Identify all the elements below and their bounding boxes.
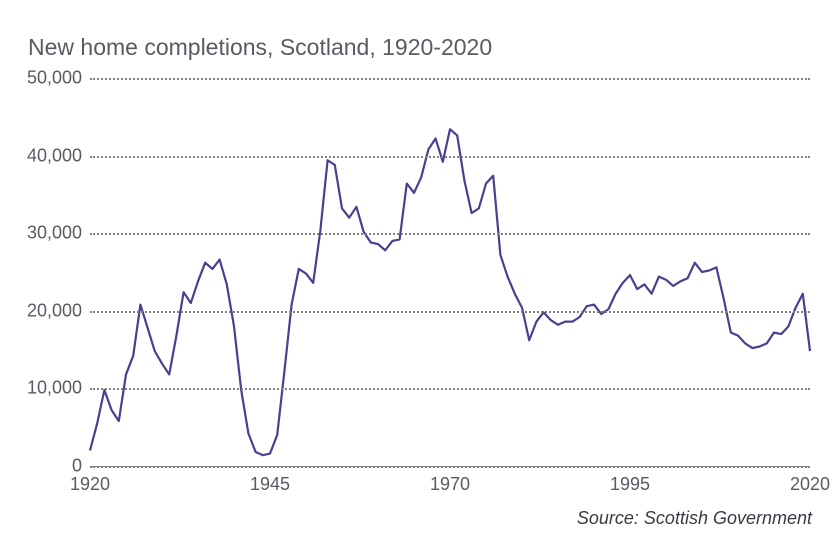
gridline [90,233,810,235]
line-series [90,78,810,466]
plot-area [90,78,810,467]
x-tick-label: 1945 [250,474,290,495]
y-tick-label: 50,000 [12,68,82,89]
gridline [90,311,810,313]
y-tick-label: 40,000 [12,145,82,166]
source-label: Source: Scottish Government [577,508,812,529]
chart-title: New home completions, Scotland, 1920-202… [28,34,492,61]
x-tick-label: 1970 [430,474,470,495]
x-tick-label: 1920 [70,474,110,495]
y-tick-label: 30,000 [12,223,82,244]
y-tick-label: 20,000 [12,300,82,321]
gridline [90,78,810,80]
chart-container: New home completions, Scotland, 1920-202… [0,0,832,535]
x-tick-label: 2020 [790,474,830,495]
gridline [90,156,810,158]
data-line [90,129,810,455]
y-tick-label: 10,000 [12,378,82,399]
x-tick-label: 1995 [610,474,650,495]
gridline [90,388,810,390]
gridline [90,466,810,468]
